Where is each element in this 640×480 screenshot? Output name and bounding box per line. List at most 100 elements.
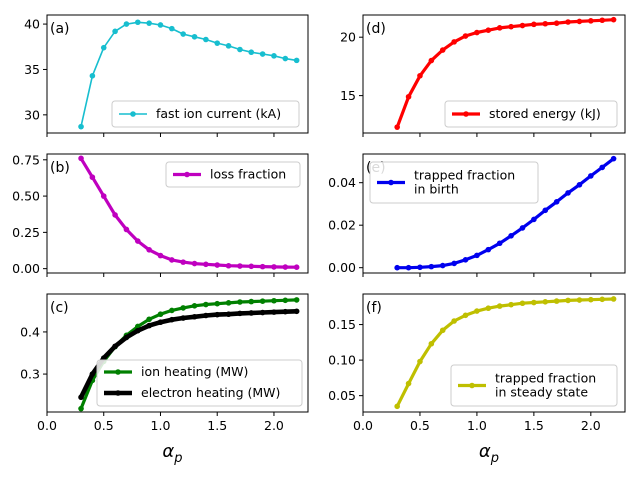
data-point [203,301,209,308]
y-tick-label: 0.00 [12,261,40,276]
x-tick-label: 0.0 [37,418,57,433]
legend-swatch-marker [463,111,469,117]
data-point [180,31,186,37]
panel-e: 0.000.020.04(e)trapped fraction in birth [328,153,626,277]
data-point [599,17,606,24]
data-point [271,297,277,304]
legend-label: in steady state [495,385,588,400]
data-point [146,322,152,329]
legend-label: ion heating (MW) [141,364,248,379]
data-point [519,22,526,29]
legend-box [111,100,300,128]
legend-box [165,161,301,188]
data-point [565,190,571,196]
y-tick-label: 30 [24,107,40,122]
data-point [508,301,514,308]
data-point [248,49,255,56]
legend: loss fraction [165,161,301,188]
series-1 [78,19,300,130]
y-tick-label: 0.3 [20,367,40,382]
data-point [123,226,130,233]
x-tick-label: 1.0 [151,418,171,433]
data-point [519,300,526,307]
data-point [417,358,423,365]
series-1 [394,155,617,271]
panel-label: (b) [50,160,70,176]
data-point [146,20,152,26]
data-point [293,264,300,270]
data-point [428,340,435,347]
data-point [89,174,96,181]
legend-label: stored energy (kJ) [489,106,601,121]
data-point [259,263,266,270]
data-point [123,334,130,341]
data-point [259,51,266,57]
data-point [134,19,141,26]
y-tick-label: 40 [24,17,40,32]
data-point [519,225,526,231]
y-tick-label: 0.15 [328,317,356,332]
axes-frame [362,293,626,413]
data-point [180,259,186,265]
data-point [214,300,221,307]
data-point [496,240,503,247]
data-point [225,300,232,306]
data-point [180,315,186,321]
series-1 [78,155,300,270]
x-axis-label: αp [162,441,182,466]
data-point [78,405,84,412]
data-point [588,18,594,24]
data-point [282,55,289,62]
legend: fast ion current (kA) [111,100,300,128]
axes-frame [362,14,626,134]
panel-f: 0.0 0.5 1.0 1.5 2.0 0.05 0.10 0.15 (f) trapped fr… [328,293,626,466]
data-point [259,309,266,316]
data-point [293,308,300,315]
panel-label: (a) [50,21,70,37]
data-point [451,39,457,45]
legend-box [369,161,539,204]
x-tick-label: 0.0 [353,418,373,433]
data-point [293,297,300,303]
data-point [225,43,232,49]
axes-frame [46,293,309,413]
panel-label: (f) [366,300,382,316]
legend-label: electron heating (MW) [141,385,280,400]
data-point [394,264,400,271]
data-point [474,308,480,314]
panel-a: 30 35 40 (a) fast ion current (kA) [24,14,309,137]
y-tick-label: 0.02 [328,218,356,233]
data-point [203,261,209,268]
data-point [237,46,243,53]
data-point [134,327,141,334]
legend-box [96,359,303,407]
y-tick-label: 0.04 [328,175,356,190]
data-point [123,21,130,27]
data-point [248,263,255,270]
panel-b: 0.00 0.25 0.50 0.75 (b) loss fraction [12,152,309,277]
data-point [542,207,549,214]
data-point [576,182,583,188]
legend-label: trapped fraction [414,168,515,183]
data-point [394,124,400,130]
data-point [100,44,107,51]
axes-frame [46,14,309,134]
data-point [439,262,446,269]
x-tick-label: 1.0 [467,418,487,433]
data-point [282,297,289,304]
data-point [531,21,537,28]
data-point [282,264,289,270]
data-point [89,73,96,79]
data-point [214,311,221,318]
legend: stored energy (kJ) [444,100,618,128]
data-point [112,343,118,350]
data-point [428,263,435,270]
data-point [169,307,175,314]
data-point [576,18,583,25]
data-point [439,327,446,334]
data-point [100,355,107,361]
data-point [451,260,457,267]
data-point [203,312,209,319]
data-point [405,264,412,271]
y-tick-label: 0.4 [20,324,40,339]
